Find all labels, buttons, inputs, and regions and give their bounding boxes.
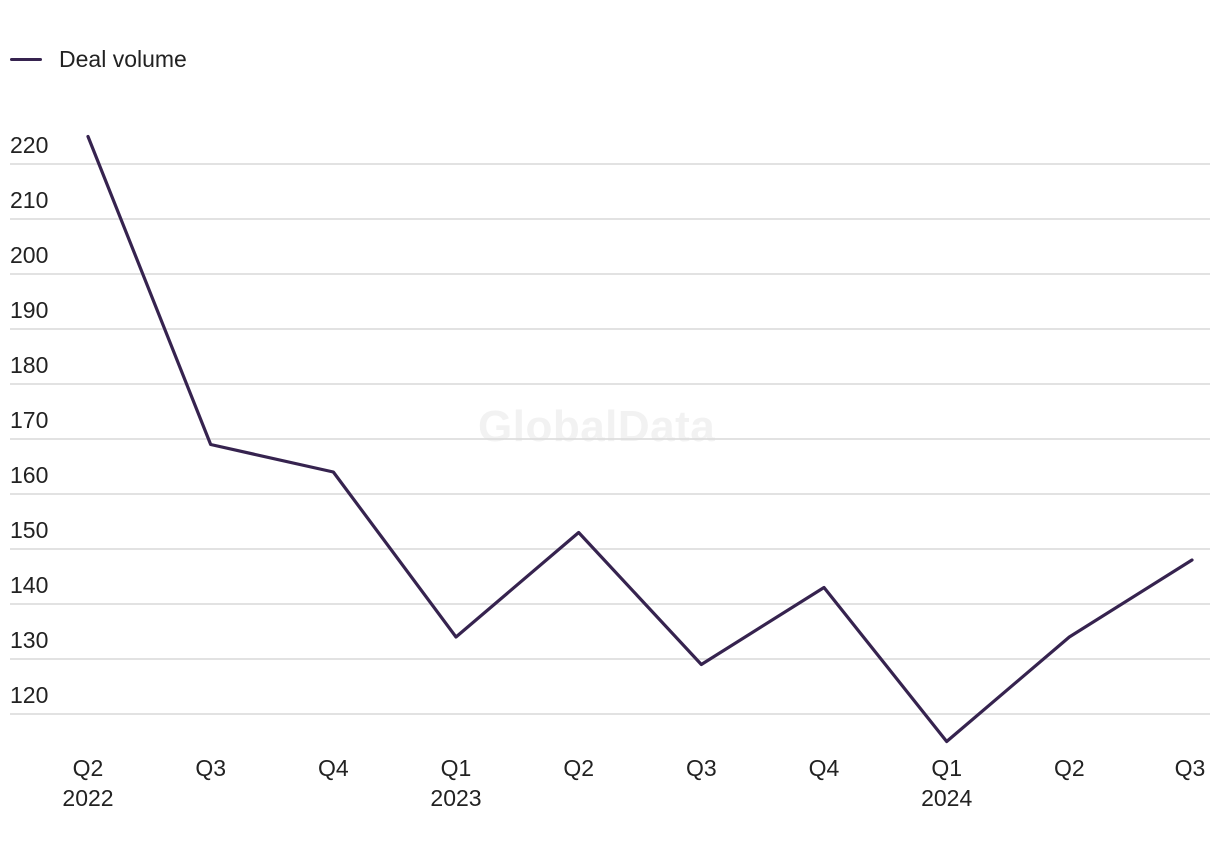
data-point[interactable] [84,133,92,141]
y-axis-ticks: 120 130 140 150 160 170 180 190 200 210 220 [10,132,48,708]
x-tick-label: Q2 [1054,755,1085,781]
x-tick-label: Q3 [195,755,226,781]
data-point[interactable] [1188,556,1196,564]
x-axis-ticks: Q2 2022 Q3 Q4 Q1 2023 Q2 Q3 Q4 Q1 2024 Q2 Q3 [62,755,1205,811]
x-tick-label: Q4 [809,755,840,781]
y-tick-label: 190 [10,297,48,323]
y-tick-label: 120 [10,682,48,708]
legend-label: Deal volume [59,46,187,72]
legend-swatch [10,58,42,61]
y-tick-label: 200 [10,242,48,268]
y-tick-label: 220 [10,132,48,158]
y-tick-label: 180 [10,352,48,378]
x-tick-label: Q1 [441,755,472,781]
data-point[interactable] [697,661,705,669]
x-tick-year-label: 2022 [62,785,113,811]
x-tick-label: Q2 [73,755,104,781]
x-tick-label: Q3 [686,755,717,781]
legend: Deal volume [10,46,187,73]
data-point[interactable] [207,441,215,449]
x-tick-year-label: 2024 [921,785,972,811]
data-point[interactable] [943,738,951,746]
x-tick-label: Q4 [318,755,349,781]
x-tick-label: Q1 [931,755,962,781]
x-tick-label: Q3 [1175,755,1206,781]
gridlines [10,163,1210,715]
data-point[interactable] [1065,633,1073,641]
data-point[interactable] [820,584,828,592]
data-point[interactable] [329,468,337,476]
watermark: GlobalData [478,402,716,451]
y-tick-label: 160 [10,462,48,488]
y-tick-label: 150 [10,517,48,543]
y-tick-label: 140 [10,572,48,598]
y-tick-label: 130 [10,627,48,653]
data-point[interactable] [452,633,460,641]
series-line-deal-volume [86,134,1194,744]
series-group [84,133,1196,746]
data-point[interactable] [575,529,583,537]
x-tick-label: Q2 [563,755,594,781]
y-tick-label: 170 [10,407,48,433]
y-tick-label: 210 [10,187,48,213]
x-tick-year-label: 2023 [430,785,481,811]
